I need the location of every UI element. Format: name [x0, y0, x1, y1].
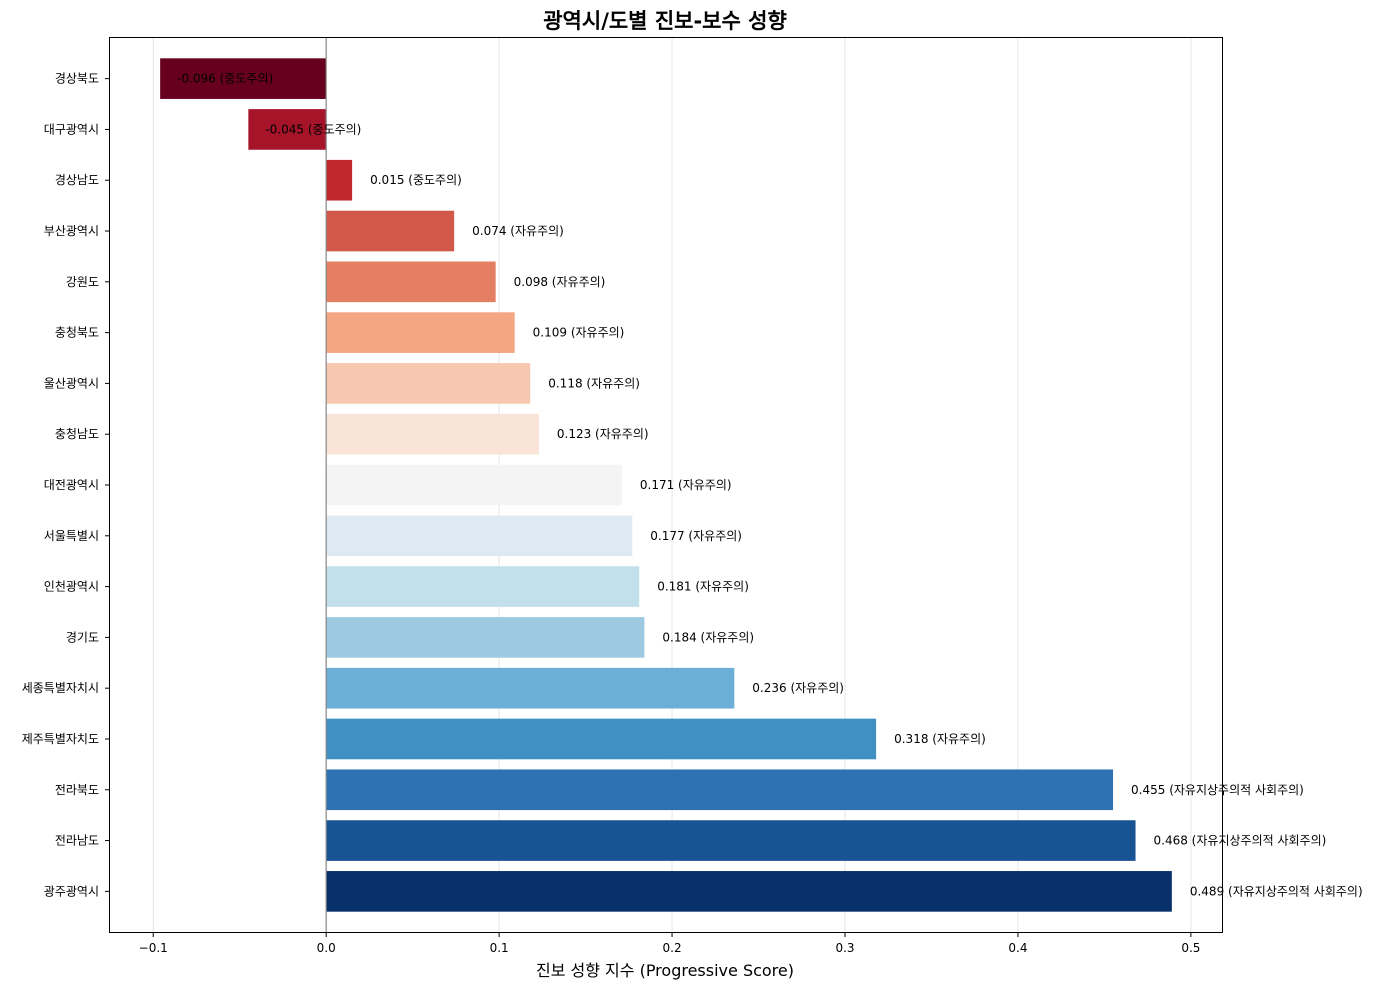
data-label: 0.177 (자유주의): [650, 529, 742, 543]
y-axis: 경상북도대구광역시경상남도부산광역시강원도충청북도울산광역시충청남도대전광역시서…: [22, 72, 110, 898]
data-label: 0.123 (자유주의): [557, 427, 649, 441]
x-tick-label: 0.3: [835, 941, 854, 955]
x-tick-label: 0.5: [1181, 941, 1200, 955]
y-tick-label: 경기도: [66, 630, 99, 644]
y-tick-label: 인천광역시: [44, 579, 99, 594]
bar: [326, 769, 1114, 811]
y-tick-label: 대전광역시: [44, 478, 99, 492]
bar: [326, 413, 539, 455]
y-tick-label: 서울특별시: [44, 529, 99, 543]
y-tick-label: 경상북도: [55, 72, 99, 86]
bars: [160, 58, 1172, 912]
y-tick-label: 부산광역시: [44, 224, 99, 238]
chart-title: 광역시/도별 진보-보수 성향: [543, 9, 787, 33]
y-tick-label: 전라남도: [55, 834, 99, 848]
data-label: 0.236 (자유주의): [752, 681, 844, 695]
data-label: -0.045 (중도주의): [265, 122, 361, 136]
y-tick-label: 충청북도: [55, 326, 99, 340]
data-label: 0.074 (자유주의): [472, 224, 564, 238]
bar: [326, 820, 1136, 861]
x-axis-label: 진보 성향 지수 (Progressive Score): [536, 961, 794, 980]
x-tick-label: −0.1: [139, 941, 168, 955]
bar: [326, 363, 531, 404]
bar: [326, 261, 496, 303]
bar: [326, 515, 633, 557]
data-label: 0.109 (자유주의): [533, 326, 625, 340]
y-tick-label: 대구광역시: [44, 122, 99, 136]
y-tick-label: 세종특별자치시: [22, 681, 99, 695]
bar: [326, 617, 645, 658]
data-label: 0.098 (자유주의): [514, 275, 606, 289]
y-tick-label: 강원도: [66, 275, 99, 289]
x-tick-label: 0.2: [663, 941, 682, 955]
x-tick-label: 0.0: [317, 941, 336, 955]
bar: [326, 159, 353, 201]
bar: [326, 718, 877, 760]
data-label: 0.489 (자유지상주의적 사회주의): [1190, 884, 1363, 898]
y-tick-label: 울산광역시: [44, 376, 99, 390]
bar: [326, 667, 735, 709]
y-tick-label: 경상남도: [55, 173, 99, 187]
x-tick-label: 0.4: [1008, 941, 1027, 955]
bar: [248, 109, 327, 150]
data-label: 0.181 (자유주의): [657, 580, 749, 594]
x-axis: −0.1 0.0 0.1 0.2 0.3 0.4 0.5: [139, 932, 1200, 955]
bar: [326, 210, 455, 252]
bar: [326, 566, 640, 607]
data-label: 0.455 (자유지상주의적 사회주의): [1131, 783, 1304, 797]
data-labels: -0.096 (중도주의) -0.045 (중도주의) 0.015 (중도주의) 0.…: [177, 72, 1362, 899]
data-label: 0.015 (중도주의): [370, 173, 462, 187]
data-label: 0.184 (자유주의): [662, 630, 754, 644]
y-tick-label: 전라북도: [55, 783, 99, 797]
data-label: -0.096 (중도주의): [177, 72, 273, 86]
y-tick-label: 제주특별자치도: [22, 732, 99, 746]
bar: [326, 312, 515, 353]
y-tick-label: 광주광역시: [44, 884, 99, 898]
bar: [326, 464, 622, 506]
y-tick-label: 충청남도: [55, 427, 99, 441]
bar: [326, 871, 1172, 912]
data-label: 0.118 (자유주의): [548, 376, 640, 390]
data-label: 0.318 (자유주의): [894, 732, 986, 746]
bar: [160, 58, 327, 99]
data-label: 0.468 (자유지상주의적 사회주의): [1154, 834, 1327, 848]
data-label: 0.171 (자유주의): [640, 478, 732, 492]
x-tick-label: 0.1: [490, 941, 509, 955]
